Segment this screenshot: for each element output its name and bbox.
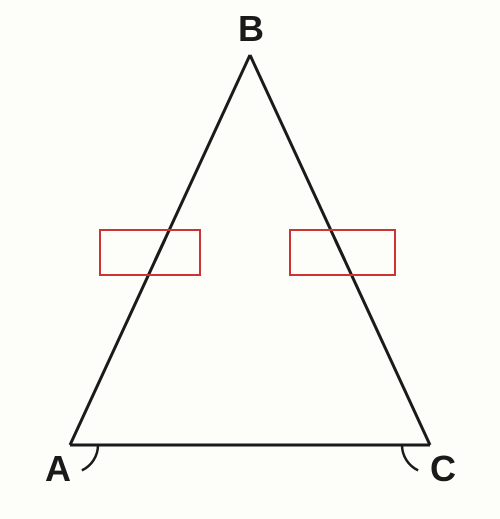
- tick-marks: [155, 240, 344, 260]
- angle-arc: [402, 445, 418, 470]
- tick-mark: [335, 240, 344, 260]
- vertex-label-b: B: [238, 8, 264, 50]
- isosceles-triangle-diagram: A B C: [0, 0, 500, 519]
- angle-arcs: [82, 445, 418, 470]
- tick-mark: [155, 240, 164, 260]
- vertex-label-c: C: [430, 448, 456, 490]
- triangle-edges: [70, 55, 430, 445]
- highlight-boxes: [100, 230, 395, 275]
- vertex-label-a: A: [45, 448, 71, 490]
- triangle-svg: [0, 0, 500, 519]
- angle-arc: [82, 445, 98, 470]
